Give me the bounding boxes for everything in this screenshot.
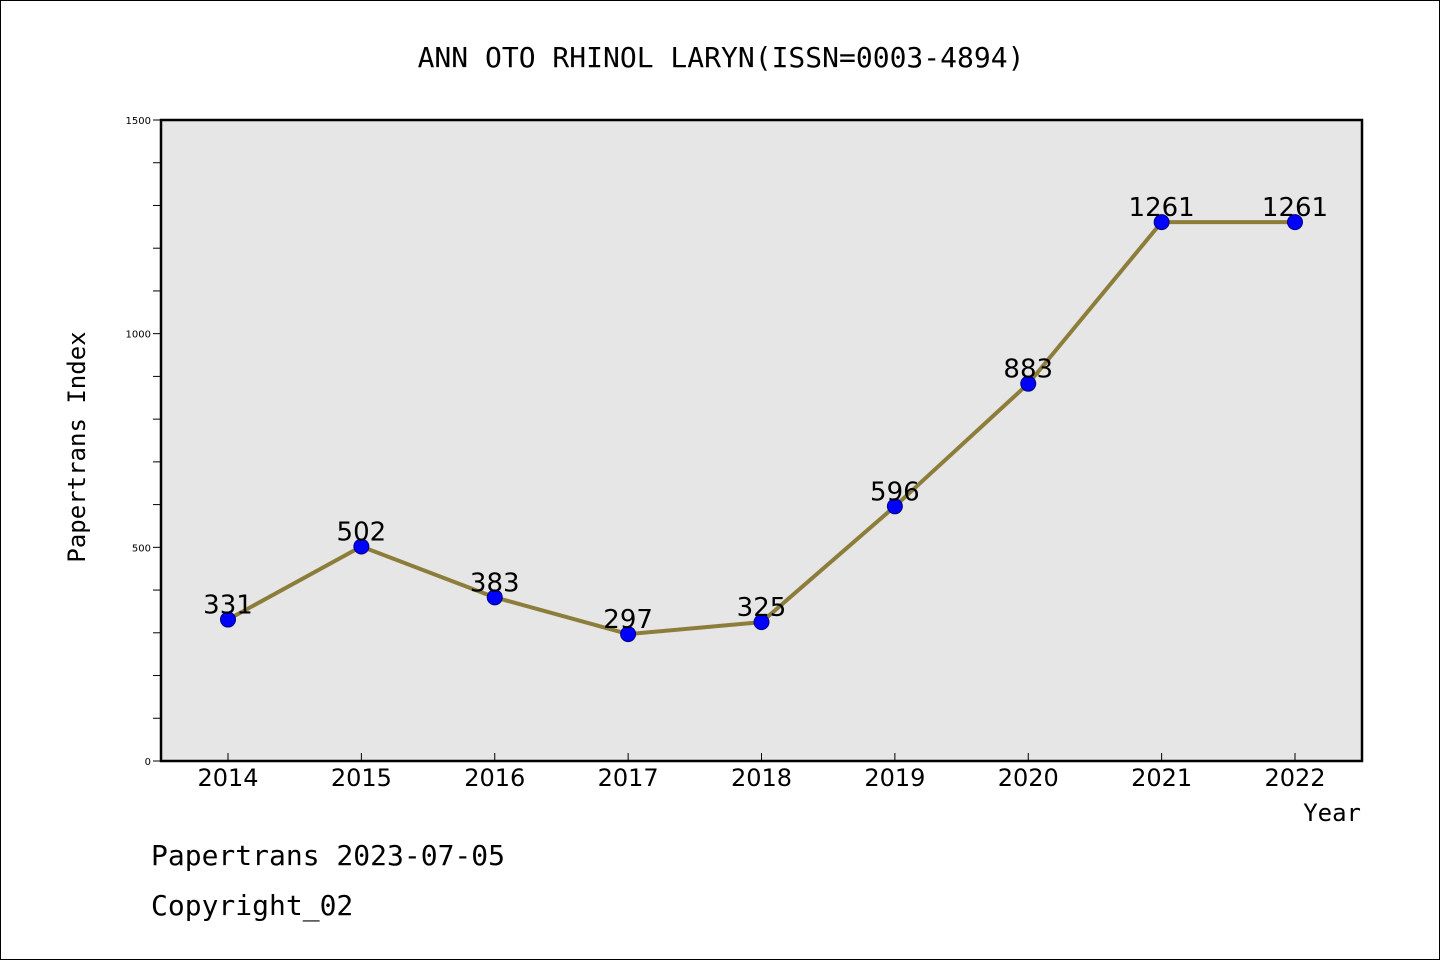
data-label: 383 bbox=[470, 568, 520, 598]
data-point bbox=[886, 498, 903, 515]
x-tick-label: 2019 bbox=[864, 764, 925, 792]
footer-copyright: Copyright_02 bbox=[151, 889, 353, 923]
chart-title: ANN OTO RHINOL LARYN(ISSN=0003-4894) bbox=[418, 41, 1025, 74]
x-tick-label: 2022 bbox=[1264, 764, 1325, 792]
data-point bbox=[486, 589, 503, 606]
y-axis-label: Papertrans Index bbox=[63, 331, 91, 562]
x-tick-label: 2018 bbox=[731, 764, 792, 792]
data-label: 331 bbox=[203, 591, 253, 621]
data-label: 502 bbox=[337, 517, 387, 547]
data-point bbox=[353, 538, 370, 555]
x-axis: 2014 2015 2016 2017 2018 2019 2020 2021 2022 bbox=[197, 753, 1326, 792]
data-label: 1261 bbox=[1129, 193, 1195, 223]
x-axis-label: Year bbox=[1303, 799, 1361, 827]
x-tick-label: 2020 bbox=[998, 764, 1059, 792]
data-label: 325 bbox=[737, 593, 787, 623]
x-tick-label: 2021 bbox=[1131, 764, 1192, 792]
x-tick-label: 2017 bbox=[598, 764, 659, 792]
data-markers bbox=[220, 214, 1303, 643]
data-label: 297 bbox=[603, 605, 653, 635]
data-labels: 331 502 383 297 325 596 883 1261 1261 bbox=[203, 193, 1328, 635]
data-label: 1261 bbox=[1262, 193, 1328, 223]
footer-date: Papertrans 2023-07-05 bbox=[151, 839, 505, 872]
x-tick-label: 2015 bbox=[331, 764, 392, 792]
data-point bbox=[753, 614, 770, 631]
data-point bbox=[1153, 214, 1170, 231]
y-tick-label: 1500 bbox=[126, 116, 151, 127]
y-axis: 0 500 1000 1500 bbox=[126, 116, 161, 768]
y-tick-label: 500 bbox=[132, 543, 151, 554]
y-tick-label: 1000 bbox=[126, 330, 151, 341]
data-label: 596 bbox=[870, 477, 920, 507]
y-tick-label: 0 bbox=[145, 757, 151, 768]
x-tick-label: 2014 bbox=[197, 764, 258, 792]
data-label: 883 bbox=[1003, 355, 1053, 385]
data-point bbox=[1020, 375, 1037, 392]
x-tick-label: 2016 bbox=[464, 764, 525, 792]
data-point bbox=[620, 626, 637, 643]
data-point bbox=[1287, 214, 1303, 231]
data-point bbox=[220, 611, 236, 628]
